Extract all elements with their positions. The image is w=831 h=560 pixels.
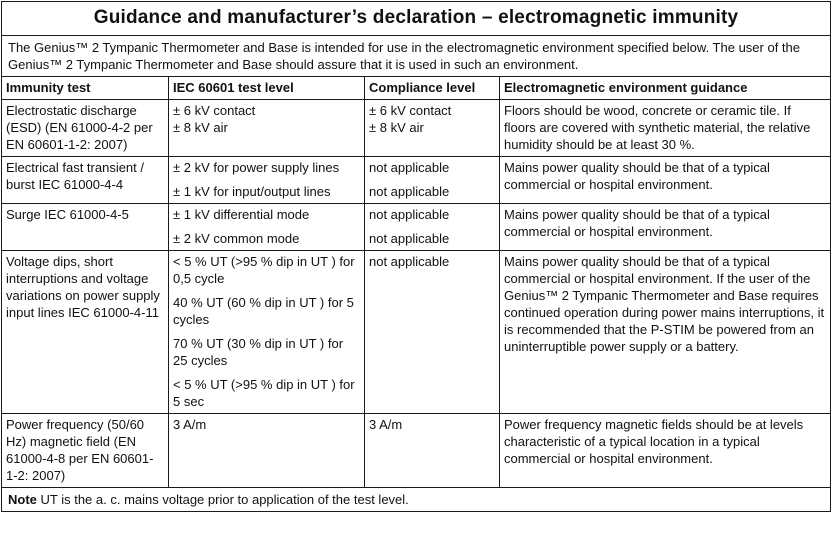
- table-row-voltage-dips: Voltage dips, short interruptions and vo…: [1, 250, 831, 414]
- header-row: Immunity test IEC 60601 test level Compl…: [1, 76, 831, 100]
- surge-level-common: ± 2 kV common mode: [173, 231, 300, 246]
- power-freq-compliance: 3 A/m: [364, 413, 500, 488]
- header-compliance-level: Compliance level: [364, 76, 500, 100]
- dips-level-25-cycles: 70 % UT (30 % dip in UT ) for 25 cycles: [173, 336, 344, 368]
- spacer: [369, 176, 495, 183]
- spacer: [369, 223, 495, 230]
- eft-compliance-power: not applicable: [369, 160, 450, 175]
- esd-compliance-contact: ± 6 kV contact: [369, 103, 452, 118]
- spacer: [173, 369, 360, 376]
- note-label: Note: [8, 492, 37, 507]
- surge-compliance-common: not applicable: [369, 231, 450, 246]
- dips-compliance: not applicable: [364, 250, 500, 414]
- esd-compliance-air: ± 8 kV air: [369, 120, 424, 135]
- dips-level-5-sec: < 5 % UT (>95 % dip in UT ) for 5 sec: [173, 377, 355, 409]
- esd-compliance: ± 6 kV contact ± 8 kV air: [364, 99, 500, 157]
- table-title: Guidance and manufacturer’s declaration …: [0, 1, 831, 36]
- dips-level: < 5 % UT (>95 % dip in UT ) for 0,5 cycl…: [168, 250, 365, 414]
- esd-level: ± 6 kV contact ± 8 kV air: [168, 99, 365, 157]
- power-freq-level: 3 A/m: [168, 413, 365, 488]
- eft-compliance: not applicable not applicable: [364, 156, 500, 204]
- dips-level-05-cycle: < 5 % UT (>95 % dip in UT ) for 0,5 cycl…: [173, 254, 355, 286]
- surge-compliance: not applicable not applicable: [364, 203, 500, 251]
- surge-test: Surge IEC 61000-4-5: [1, 203, 169, 251]
- power-freq-guidance: Power frequency magnetic fields should b…: [498, 413, 831, 488]
- intro-row: The Genius™ 2 Tympanic Thermometer and B…: [0, 35, 831, 77]
- table-row-surge: Surge IEC 61000-4-5 ± 1 kV differential …: [1, 203, 831, 251]
- note-row: Note UT is the a. c. mains voltage prior…: [0, 487, 831, 512]
- title-row: Guidance and manufacturer’s declaration …: [0, 1, 831, 36]
- dips-guidance: Mains power quality should be that of a …: [498, 250, 831, 414]
- eft-level-io: ± 1 kV for input/output lines: [173, 184, 331, 199]
- immunity-table: Guidance and manufacturer’s declaration …: [0, 1, 831, 512]
- spacer: [173, 176, 360, 183]
- surge-compliance-differential: not applicable: [369, 207, 450, 222]
- esd-test: Electrostatic discharge (ESD) (EN 61000-…: [1, 99, 169, 157]
- power-freq-test: Power frequency (50/60 Hz) magnetic fiel…: [1, 413, 169, 488]
- esd-guidance: Floors should be wood, concrete or ceram…: [498, 99, 831, 157]
- eft-test: Electrical fast transient / burst IEC 61…: [1, 156, 169, 204]
- eft-level: ± 2 kV for power supply lines ± 1 kV for…: [168, 156, 365, 204]
- spacer: [173, 223, 360, 230]
- footnote: Note UT is the a. c. mains voltage prior…: [0, 487, 831, 512]
- eft-level-power: ± 2 kV for power supply lines: [173, 160, 340, 175]
- header-guidance: Electromagnetic environment guidance: [498, 76, 831, 100]
- intro-text: The Genius™ 2 Tympanic Thermometer and B…: [0, 35, 831, 77]
- table-row-esd: Electrostatic discharge (ESD) (EN 61000-…: [1, 99, 831, 157]
- esd-level-contact: ± 6 kV contact: [173, 103, 256, 118]
- surge-level: ± 1 kV differential mode ± 2 kV common m…: [168, 203, 365, 251]
- eft-guidance: Mains power quality should be that of a …: [498, 156, 831, 204]
- esd-level-air: ± 8 kV air: [173, 120, 228, 135]
- header-test-level: IEC 60601 test level: [168, 76, 365, 100]
- surge-level-differential: ± 1 kV differential mode: [173, 207, 310, 222]
- surge-guidance: Mains power quality should be that of a …: [498, 203, 831, 251]
- spacer: [173, 287, 360, 294]
- dips-level-5-cycles: 40 % UT (60 % dip in UT ) for 5 cycles: [173, 295, 354, 327]
- eft-compliance-io: not applicable: [369, 184, 450, 199]
- spacer: [173, 328, 360, 335]
- header-immunity-test: Immunity test: [1, 76, 169, 100]
- table-row-power-frequency: Power frequency (50/60 Hz) magnetic fiel…: [1, 413, 831, 488]
- note-text: UT is the a. c. mains voltage prior to a…: [36, 492, 409, 507]
- table-row-eft: Electrical fast transient / burst IEC 61…: [1, 156, 831, 204]
- dips-test: Voltage dips, short interruptions and vo…: [1, 250, 169, 414]
